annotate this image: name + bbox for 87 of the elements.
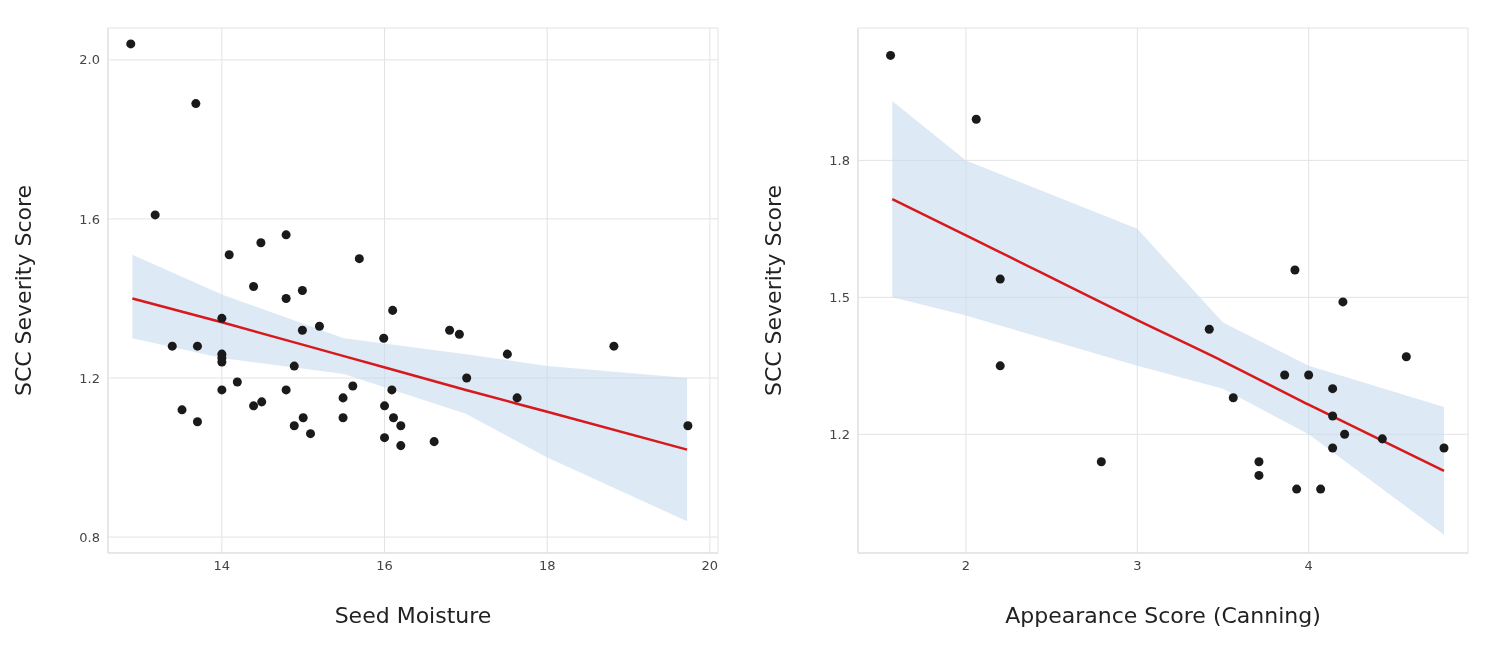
point	[192, 417, 202, 427]
point	[380, 401, 390, 411]
point	[1338, 297, 1348, 307]
point	[388, 305, 398, 315]
y-tick-label: 1.8	[829, 153, 850, 169]
point	[1328, 443, 1338, 453]
y-axis-title: SCC Severity Score	[760, 184, 786, 397]
point	[191, 99, 201, 109]
point	[256, 238, 266, 248]
point	[454, 329, 464, 339]
point	[289, 421, 299, 431]
point	[995, 361, 1005, 371]
y-tick-label: 1.2	[79, 370, 100, 386]
x-tick-label: 18	[538, 558, 556, 574]
point	[379, 333, 389, 343]
y-tick-label: 1.5	[829, 289, 850, 305]
y-axis-title: SCC Severity Score	[10, 184, 36, 397]
point	[1292, 484, 1302, 494]
point	[502, 349, 512, 359]
x-tick-label: 3	[1133, 558, 1142, 574]
point	[445, 325, 455, 335]
point	[348, 381, 358, 391]
point	[192, 341, 202, 351]
point	[338, 393, 348, 403]
point	[314, 321, 324, 331]
point	[281, 230, 291, 240]
point	[1328, 411, 1338, 421]
point	[249, 401, 259, 411]
point	[1254, 470, 1264, 480]
x-tick-label: 2	[961, 558, 971, 574]
point	[126, 39, 136, 49]
x-tick-label: 14	[213, 558, 231, 574]
point	[1280, 370, 1290, 380]
point	[886, 50, 896, 60]
x-tick-label: 20	[701, 558, 719, 574]
point	[257, 397, 267, 407]
x-tick-label: 16	[376, 558, 393, 574]
point	[1204, 324, 1214, 334]
point	[971, 114, 981, 124]
point	[462, 373, 472, 383]
point	[1304, 370, 1314, 380]
point	[429, 437, 439, 447]
point	[1439, 443, 1449, 453]
point	[387, 385, 397, 395]
point	[609, 341, 619, 351]
point	[683, 421, 693, 431]
x-axis-title: Appearance Score (Canning)	[1005, 603, 1321, 628]
line-series	[131, 297, 689, 451]
point	[1340, 429, 1350, 439]
point	[1096, 457, 1106, 467]
point	[289, 361, 299, 371]
point	[995, 274, 1005, 284]
point	[1377, 434, 1387, 444]
x-tick-label: 4	[1304, 558, 1313, 574]
point	[281, 293, 291, 303]
y-tick-label: 0.8	[79, 529, 100, 545]
point	[167, 341, 177, 351]
point	[1328, 384, 1338, 394]
point	[380, 433, 390, 443]
point	[177, 405, 187, 415]
point	[232, 377, 242, 387]
y-tick-label: 2.0	[79, 52, 100, 68]
y-tick-label: 1.6	[79, 211, 100, 227]
point	[281, 385, 291, 395]
point	[150, 210, 160, 220]
point	[217, 313, 227, 323]
point	[297, 325, 307, 335]
point	[338, 413, 348, 423]
line-series	[891, 197, 1446, 473]
point	[512, 393, 522, 403]
point	[306, 429, 316, 439]
point	[1290, 265, 1300, 275]
y-tick-label: 1.2	[829, 426, 850, 442]
point	[396, 441, 406, 451]
point	[1401, 352, 1411, 362]
x-axis-title: Seed Moisture	[334, 603, 492, 628]
point	[1228, 393, 1238, 403]
point	[1254, 457, 1264, 467]
point	[354, 254, 364, 264]
point	[1316, 484, 1326, 494]
point	[224, 250, 234, 260]
point	[297, 285, 307, 296]
point	[388, 413, 398, 423]
point	[217, 385, 227, 395]
point	[396, 421, 406, 431]
point	[249, 282, 259, 292]
point	[298, 413, 308, 423]
